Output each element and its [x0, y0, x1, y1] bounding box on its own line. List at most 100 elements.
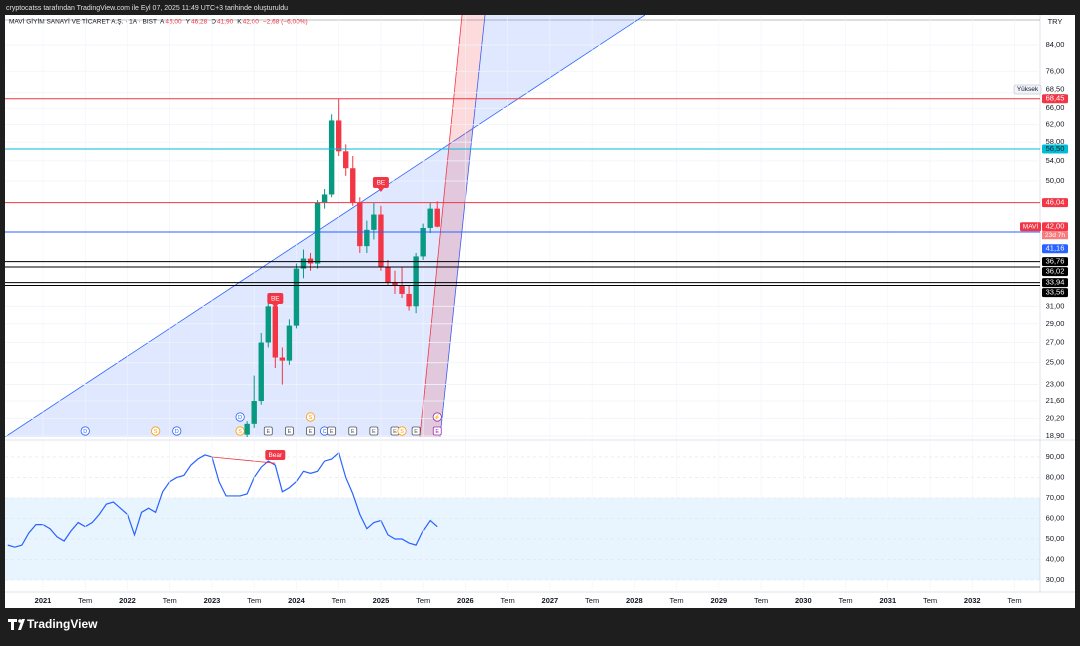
x-tick-label: 2024	[288, 596, 306, 605]
level-label: 36,76	[1046, 257, 1065, 266]
triangle-edge	[5, 15, 646, 437]
event-badge	[411, 426, 421, 436]
annotation-box	[265, 450, 286, 460]
candle-body	[364, 229, 370, 247]
level-label: 33,94	[1046, 278, 1065, 287]
signal-box	[372, 177, 389, 188]
event-label: D	[83, 429, 87, 435]
candle-body	[307, 258, 314, 264]
candle-body	[385, 267, 391, 283]
channel-edge	[439, 15, 486, 437]
level-label-box	[1042, 278, 1068, 288]
legend-key: D	[211, 19, 216, 26]
candle-body	[279, 357, 286, 361]
symbol-label: MAVİ	[1023, 221, 1039, 230]
event-label: ⚡	[434, 414, 441, 421]
signal-label: BE	[271, 296, 280, 303]
legend-key: Y	[186, 19, 191, 26]
divergence-line	[211, 456, 276, 464]
level-label-box	[1042, 198, 1068, 208]
candle-body	[434, 208, 440, 227]
level-label: 41,16	[1046, 244, 1065, 253]
y-tick-label: 50,00	[1046, 176, 1065, 185]
event-label: S	[238, 429, 242, 435]
event-badge	[305, 412, 316, 422]
candle-body	[399, 285, 405, 294]
y-tick-label: 23,00	[1046, 380, 1065, 389]
candle-body	[244, 423, 250, 435]
y-tick-label: 40,00	[1046, 554, 1065, 563]
price-pane	[244, 98, 440, 437]
y-tick-label: 80,00	[1046, 472, 1065, 481]
event-badge	[151, 426, 161, 436]
x-tick-label: 2032	[964, 596, 981, 605]
brand-name: TradingView	[27, 617, 98, 631]
high-name: Yüksek	[1017, 86, 1039, 93]
level-label: 56,50	[1046, 144, 1065, 153]
event-badge	[172, 426, 182, 436]
x-tick-label: 2031	[879, 596, 896, 605]
legend-value: 45,00	[165, 19, 182, 26]
y-tick-label: 21,60	[1046, 396, 1065, 405]
candle-body	[321, 194, 328, 203]
x-tick-label: 2025	[373, 596, 390, 605]
candle-body	[300, 258, 307, 269]
chart-panel	[5, 15, 1075, 608]
event-label: S	[309, 415, 313, 421]
event-badge	[235, 426, 245, 436]
level-label: 33,56	[1046, 288, 1065, 297]
legend-value: 42,00	[243, 19, 260, 26]
level-label: 36,02	[1046, 267, 1065, 276]
event-badge	[432, 426, 442, 436]
event-label: E	[266, 429, 270, 435]
level-label: 68,45	[1046, 94, 1065, 103]
event-label: E	[330, 429, 334, 435]
event-label: D	[175, 429, 179, 435]
event-badge	[80, 426, 90, 436]
event-label: S	[154, 429, 158, 435]
y-tick-label: 30,00	[1046, 575, 1065, 584]
x-tick-label: Tem	[247, 596, 261, 605]
level-label-box	[1042, 94, 1068, 104]
y-tick-label: 90,00	[1046, 452, 1065, 461]
legend-value: 41,90	[217, 19, 234, 26]
x-tick-label: 2022	[119, 596, 136, 605]
event-label: E	[435, 429, 439, 435]
y-tick-label: 58,00	[1046, 137, 1065, 146]
brand-logo-dot	[18, 619, 22, 623]
candle-body	[392, 282, 398, 286]
y-tick-label: 20,20	[1046, 414, 1065, 423]
candle-body	[258, 342, 264, 402]
y-tick-label: 18,90	[1046, 431, 1065, 440]
last-price-box	[1042, 222, 1068, 232]
event-badge	[306, 426, 315, 436]
y-tick-label: 27,00	[1046, 338, 1065, 347]
candle-body	[406, 293, 412, 307]
y-tick-label: 60,00	[1046, 513, 1065, 522]
candle-body	[328, 120, 335, 195]
countdown-box	[1042, 231, 1068, 240]
signal-arrow	[377, 188, 384, 192]
x-tick-label: 2030	[795, 596, 812, 605]
y-tick-label: 76,00	[1046, 66, 1065, 75]
ohlc-legend: A 45,00 Y 46,28 D 41,90 K 42,00 −2,68 (−6,00%)	[160, 19, 308, 26]
event-label: E	[309, 429, 313, 435]
x-tick-label: Tem	[332, 596, 346, 605]
y-tick-label: 50,00	[1046, 534, 1065, 543]
y-tick-label: 29,00	[1046, 319, 1065, 328]
symbol-title: MAVİ GİYİM SANAYİ VE TİCARET A.Ş. · 1A ·…	[9, 17, 157, 26]
x-tick-label: Tem	[838, 596, 852, 605]
channel-edge	[419, 15, 463, 437]
y-tick-label: 31,00	[1046, 301, 1065, 310]
candle-body	[335, 120, 342, 152]
rsi-line	[7, 451, 438, 548]
candle-body	[378, 214, 384, 268]
event-badge	[327, 426, 337, 436]
candle-body	[265, 306, 271, 343]
x-tick-label: 2023	[204, 596, 221, 605]
y-tick-label: 84,00	[1046, 40, 1065, 49]
currency: TRY	[1048, 17, 1063, 26]
brand: TradingView	[8, 617, 98, 631]
level-label: 46,04	[1046, 198, 1065, 207]
